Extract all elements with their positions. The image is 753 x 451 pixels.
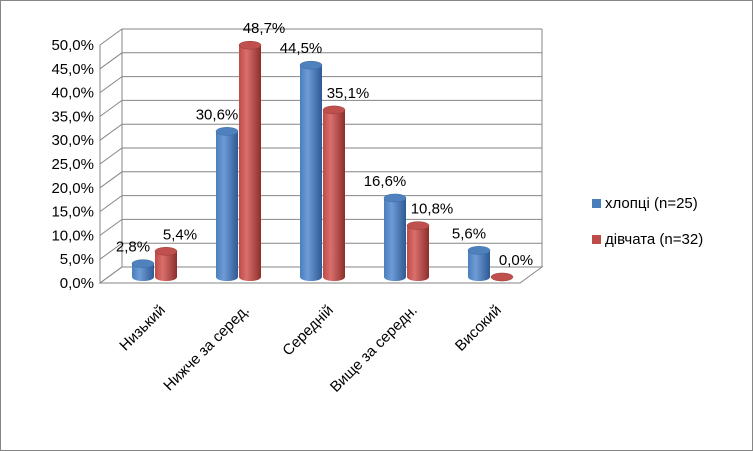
bar-top <box>490 272 514 282</box>
y-tick-label: 40,0% <box>51 85 94 102</box>
y-tick-label: 25,0% <box>51 156 94 173</box>
bar-body <box>216 131 238 281</box>
bar-body <box>239 45 261 281</box>
y-tick-label: 20,0% <box>51 180 94 197</box>
bar-top <box>467 246 491 255</box>
y-tick-label: 15,0% <box>51 204 94 221</box>
bar-boys <box>383 193 407 281</box>
data-label: 2,8% <box>116 239 150 256</box>
bar-boys <box>131 259 155 281</box>
y-tick-label: 10,0% <box>51 227 94 244</box>
data-label: 5,4% <box>163 226 197 243</box>
y-tick-label: 5,0% <box>60 251 94 268</box>
x-tick-label: Низький <box>116 302 168 354</box>
y-tick-label: 45,0% <box>51 61 94 78</box>
y-tick-label: 35,0% <box>51 108 94 125</box>
bar-top <box>238 40 262 50</box>
legend-swatch <box>592 199 601 208</box>
x-tick-label: Нижче за серед. <box>160 302 253 395</box>
bar-body <box>384 197 406 281</box>
data-label: 44,5% <box>280 40 323 57</box>
data-label: 5,6% <box>452 225 486 242</box>
y-tick-label: 50,0% <box>51 37 94 54</box>
bar-top <box>322 105 346 115</box>
bar-boys <box>299 60 323 282</box>
legend-label: хлопці (n=25) <box>605 195 698 212</box>
x-tick-label: Високий <box>452 302 505 355</box>
y-tick-label: 0,0% <box>60 275 94 292</box>
bar-top <box>215 127 239 136</box>
x-tick-label: Середній <box>279 302 336 359</box>
x-tick-label: Вище за середн. <box>327 302 421 396</box>
bar-boys <box>215 127 239 281</box>
bar-girls <box>490 272 514 282</box>
bar-body <box>468 250 490 281</box>
bar-top <box>383 193 407 203</box>
bar-body <box>155 251 177 281</box>
data-label: 48,7% <box>243 20 286 37</box>
legend-swatch <box>592 235 601 244</box>
bar-top <box>154 247 178 256</box>
bar-girls <box>406 221 430 281</box>
bar-body <box>132 263 154 281</box>
bar-top <box>406 221 430 230</box>
bar-top <box>299 60 323 70</box>
bar-girls <box>238 40 262 281</box>
y-tick-label: 30,0% <box>51 132 94 149</box>
data-label: 0,0% <box>499 252 533 269</box>
legend-label: дівчата (n=32) <box>605 231 703 248</box>
bar-girls <box>154 247 178 281</box>
data-label: 10,8% <box>411 201 454 218</box>
data-label: 30,6% <box>196 106 239 123</box>
data-label: 35,1% <box>327 85 370 102</box>
floor <box>98 266 544 284</box>
bar-boys <box>467 246 491 281</box>
bar-body <box>300 65 322 282</box>
bar-body <box>407 225 429 281</box>
bar-top <box>131 259 155 268</box>
data-label: 16,6% <box>364 173 407 190</box>
bar-body <box>323 109 345 281</box>
bar-girls <box>322 105 346 281</box>
